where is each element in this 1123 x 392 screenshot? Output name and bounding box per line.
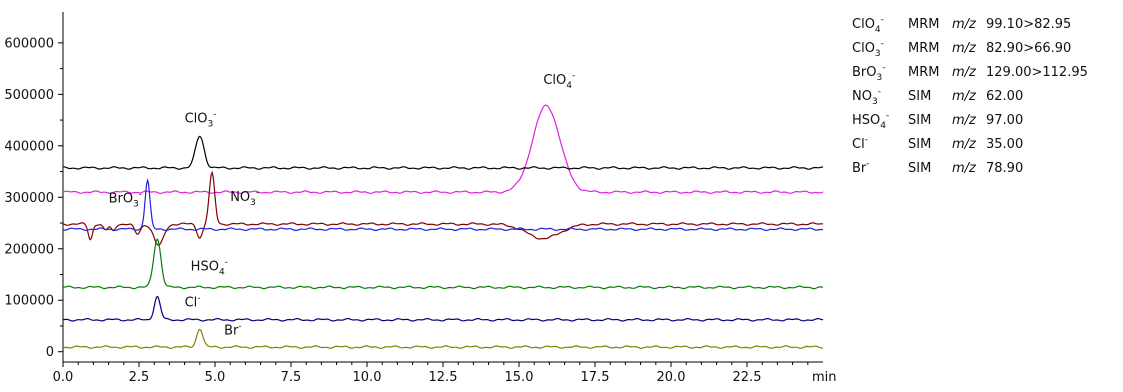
legend-row: HSO4- SIM m/z 97.00 bbox=[852, 108, 1088, 132]
legend-mz-value: 82.90>66.90 bbox=[986, 40, 1072, 56]
legend-mz-value: 129.00>112.95 bbox=[986, 64, 1088, 80]
y-tick-label: 0 bbox=[46, 345, 54, 360]
x-tick-label: 17.5 bbox=[581, 370, 610, 385]
peak-labels: ClO4- ClO3- BrO3- NO3- HSO4- Cl- Br- bbox=[109, 71, 576, 339]
legend-mz-value: 78.90 bbox=[986, 160, 1024, 176]
x-tick-label: 12.5 bbox=[429, 370, 458, 385]
legend-mode: MRM bbox=[908, 16, 940, 32]
peak-label-5: HSO4- bbox=[191, 257, 228, 277]
peak-label-1: ClO4- bbox=[543, 71, 575, 91]
legend-row: ClO3- MRM m/z 82.90>66.90 bbox=[852, 36, 1088, 60]
ion-legend: ClO4- MRM m/z 99.10>82.95 ClO3- MRM m/z 82.90>6… bbox=[852, 12, 1088, 180]
legend-row: ClO4- MRM m/z 99.10>82.95 bbox=[852, 12, 1088, 36]
legend-mz-label: m/z bbox=[952, 40, 976, 56]
x-axis-label: min bbox=[812, 370, 837, 385]
peak-label-3: BrO3- bbox=[109, 189, 142, 209]
legend-ion: NO3- bbox=[852, 86, 881, 107]
legend-mz-label: m/z bbox=[952, 88, 976, 104]
trace-4 bbox=[62, 177, 824, 232]
legend-row: NO3- SIM m/z 62.00 bbox=[852, 84, 1088, 108]
x-tick-label: 7.5 bbox=[281, 370, 302, 385]
peak-label-4: NO3- bbox=[230, 188, 259, 208]
legend-ion: HSO4- bbox=[852, 110, 890, 131]
legend-mode: SIM bbox=[908, 112, 932, 128]
y-tick-label: 200000 bbox=[4, 242, 54, 257]
legend-mz-label: m/z bbox=[952, 112, 976, 128]
legend-mz-label: m/z bbox=[952, 64, 976, 80]
peak-label-2: ClO3- bbox=[185, 110, 217, 130]
y-tick-label: 300000 bbox=[4, 191, 54, 206]
legend-mode: MRM bbox=[908, 64, 940, 80]
y-tick-label: 100000 bbox=[4, 294, 54, 309]
chromatogram-chart: 0 100000 200000 300000 400000 500000 600000 0.0… bbox=[4, 12, 837, 385]
legend-row: Cl- SIM m/z 35.00 bbox=[852, 132, 1088, 156]
legend-row: Br- SIM m/z 78.90 bbox=[852, 156, 1088, 180]
legend-ion: Br- bbox=[852, 158, 870, 176]
legend-mode: SIM bbox=[908, 160, 932, 176]
legend-ion: ClO4- bbox=[852, 14, 884, 35]
legend-mode: MRM bbox=[908, 40, 940, 56]
x-tick-label: 15.0 bbox=[505, 370, 534, 385]
trace-2 bbox=[63, 135, 824, 170]
legend-mz-value: 99.10>82.95 bbox=[986, 16, 1072, 32]
legend-mz-value: 35.00 bbox=[986, 136, 1024, 152]
legend-mz-value: 62.00 bbox=[986, 88, 1024, 104]
trace-3 bbox=[62, 170, 824, 246]
x-tick-label: 10.0 bbox=[353, 370, 382, 385]
chart-traces bbox=[62, 104, 824, 349]
legend-ion: BrO3- bbox=[852, 62, 886, 83]
peak-label-7: Br- bbox=[224, 322, 242, 339]
trace-5 bbox=[63, 238, 824, 290]
x-tick-label: 2.5 bbox=[129, 370, 150, 385]
y-tick-label: 500000 bbox=[4, 88, 54, 103]
legend-mz-label: m/z bbox=[952, 160, 976, 176]
y-tick-label: 400000 bbox=[4, 139, 54, 154]
legend-ion: ClO3- bbox=[852, 38, 884, 59]
x-tick-label: 5.0 bbox=[205, 370, 226, 385]
legend-mz-label: m/z bbox=[952, 16, 976, 32]
legend-mz-label: m/z bbox=[952, 136, 976, 152]
legend-ion: Cl- bbox=[852, 134, 868, 152]
x-tick-label: 0.0 bbox=[53, 370, 74, 385]
peak-label-6: Cl- bbox=[185, 293, 201, 310]
y-tick-label: 600000 bbox=[4, 36, 54, 51]
legend-row: BrO3- MRM m/z 129.00>112.95 bbox=[852, 60, 1088, 84]
legend-mz-value: 97.00 bbox=[986, 112, 1024, 128]
x-tick-label: 20.0 bbox=[657, 370, 686, 385]
trace-1 bbox=[62, 104, 824, 195]
legend-mode: SIM bbox=[908, 88, 932, 104]
chart-axes: 0 100000 200000 300000 400000 500000 600000 0.0… bbox=[4, 12, 837, 385]
legend-mode: SIM bbox=[908, 136, 932, 152]
trace-7 bbox=[62, 328, 824, 349]
trace-6 bbox=[63, 295, 824, 322]
x-tick-label: 22.5 bbox=[733, 370, 762, 385]
